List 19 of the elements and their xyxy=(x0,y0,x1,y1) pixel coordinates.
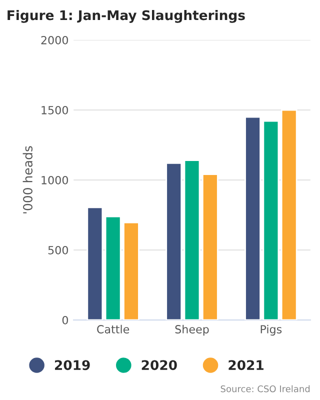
y-tick-label: 500 xyxy=(48,246,68,254)
y-tick-label: 0 xyxy=(62,316,68,324)
x-tick-label: Sheep xyxy=(175,324,209,336)
chart-title: Figure 1: Jan-May Slaughterings xyxy=(8,10,245,23)
y-tick-label: 1000 xyxy=(42,176,68,184)
bar xyxy=(202,174,218,320)
y-tick-label: 2000 xyxy=(41,36,68,44)
x-tick-label: Cattle xyxy=(97,324,130,334)
legend-label: 2021 xyxy=(228,360,264,370)
legend-label: 2019 xyxy=(54,360,90,370)
legend-label: 2020 xyxy=(142,360,177,370)
bar xyxy=(166,162,182,320)
y-tick-label: 1500 xyxy=(42,106,68,114)
bar xyxy=(184,160,200,320)
y-axis-title: '000 heads xyxy=(22,146,32,214)
x-tick-label: Pigs xyxy=(260,324,282,336)
bar xyxy=(280,109,298,320)
source-note: Source: CSO Ireland xyxy=(220,385,310,392)
bar xyxy=(86,206,104,320)
